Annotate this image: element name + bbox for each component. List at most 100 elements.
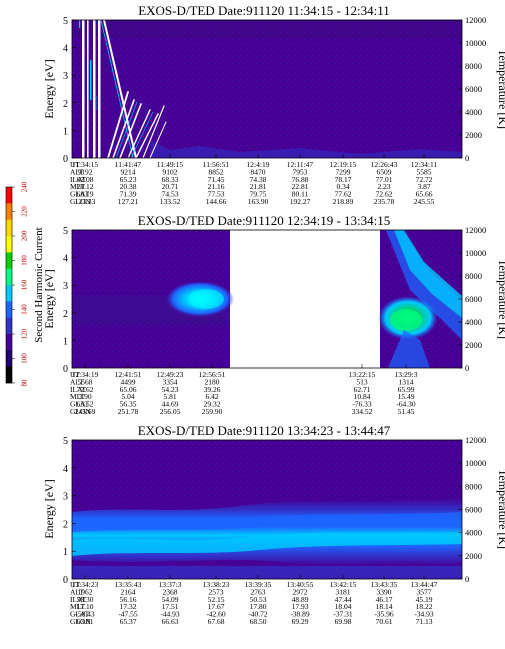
colorbar-tick-label: 200 [21,230,29,241]
orbit-cell-glat: -76.33 [352,400,372,409]
orbit-cell-ilat: 62.71 [354,385,371,394]
panel-1-temperature-axis: 0 2000 4000 6000 8000 10000 12000 [458,15,486,163]
orbit-row-label: GLAT [70,190,90,199]
colorbar: 240 220 200 180 160 140 120 100 80 Second Harmon… [5,181,45,387]
orbit-cell-glat: -64.30 [396,400,416,409]
temperature-tick-label: 4000 [465,317,482,327]
temperature-tick-label: 0 [465,574,469,584]
orbit-cell-ut: 13:44:47 [411,580,438,589]
colorbar-tick-label: 120 [21,328,29,339]
orbit-cell-ut: 13:39:35 [245,580,272,589]
orbit-cell-alt: 6509 [377,167,392,176]
orbit-cell-alt: 7953 [293,167,308,176]
orbit-cell-alt: 2164 [121,587,136,596]
orbit-cell-glat: 74.53 [162,190,179,199]
orbit-cell-glat: -44.93 [160,610,180,619]
orbit-cell-alt: 3181 [336,587,351,596]
orbit-cell-ilat: 56.16 [120,595,137,604]
orbit-row-label: GLON [70,197,91,206]
energy-tick-label: 0 [63,154,68,165]
orbit-cell-glon: 68.50 [250,617,267,626]
orbit-cell-ilat: 54.09 [162,595,179,604]
temperature-tick-label: 8000 [465,61,482,71]
orbit-cell-glat: 56.35 [120,400,137,409]
panel-2-title: EXOS-D/TED Date:911120 12:34:19 - 13:34:… [138,213,391,228]
temperature-tick-label: 4000 [465,528,482,538]
orbit-cell-ilat: 71.45 [208,175,225,184]
orbit-cell-glat: 29.32 [204,400,221,409]
orbit-cell-mlt: 17.32 [120,602,137,611]
orbit-cell-ut: 11:41:47 [115,160,142,169]
orbit-row-label: UT [70,580,80,589]
orbit-cell-ut: 13:42:15 [330,580,357,589]
colorbar-swatch [6,350,12,367]
orbit-cell-ilat: 47.44 [335,595,352,604]
orbit-row-label: GLAT [70,400,90,409]
energy-tick-label: 1 [63,126,68,137]
orbit-cell-mlt: 22.81 [292,182,309,191]
orbit-cell-mlt: 20.12 [77,182,94,191]
panel-3-energy-axis: 0 1 2 3 4 5 [63,436,76,586]
orbit-cell-alt: 2573 [209,587,224,596]
orbit-cell-ilat: 68.33 [162,175,179,184]
orbit-cell-alt: 2763 [251,587,266,596]
orbit-cell-glon: 67.68 [208,617,225,626]
orbit-cell-glat: 80.11 [292,190,309,199]
orbit-row-label: ILAT [70,175,87,184]
orbit-cell-ilat: 76.88 [292,175,309,184]
orbit-cell-mlt: 20.71 [162,182,179,191]
orbit-cell-alt: 1962 [78,587,93,596]
orbit-row-label: GLON [70,617,91,626]
orbit-cell-ut: 13:40:55 [287,580,314,589]
colorbar-swatch [6,187,12,204]
panel-3-plot [71,439,463,580]
colorbar-swatch [6,236,12,253]
colorbar-swatches [6,187,12,384]
colorbar-tick-label: 100 [21,353,29,364]
orbit-row-label: ALT [70,587,84,596]
temperature-tick-label: 6000 [465,84,482,94]
orbit-cell-ut: 13:37:3 [159,580,182,589]
colorbar-label: Second Harmonic Current [33,227,45,342]
orbit-cell-mlt: 5.04 [121,392,134,401]
orbit-cell-ut: 12:11:47 [287,160,314,169]
orbit-cell-ilat: 77.01 [376,175,393,184]
orbit-cell-alt: 5568 [78,377,93,386]
orbit-cell-glat: -35.96 [374,610,394,619]
panel-3-title: EXOS-D/TED Date:911120 13:34:23 - 13:44:… [138,423,391,438]
orbit-cell-alt: 4499 [121,377,136,386]
energy-tick-label: 0 [63,364,68,375]
orbit-cell-ut: 12:26:43 [371,160,398,169]
colorbar-tick-label: 180 [21,255,29,266]
orbit-cell-ut: 12:41:51 [115,370,142,379]
orbit-cell-glon: 192.27 [290,197,311,206]
orbit-cell-glon: 70.61 [376,617,393,626]
energy-tick-label: 0 [63,575,68,586]
orbit-cell-mlt: 10.84 [354,392,371,401]
orbit-cell-alt: 7299 [336,167,351,176]
orbit-cell-glat: -37.31 [333,610,353,619]
temperature-tick-label: 12000 [465,15,486,25]
panel-1-title: EXOS-D/TED Date:911120 11:34:15 - 12:34:… [138,3,390,18]
orbit-cell-ilat: 65.99 [398,385,415,394]
orbit-cell-mlt: 17.10 [77,602,94,611]
orbit-cell-alt: 8852 [209,167,224,176]
orbit-cell-glat: -42.60 [206,610,226,619]
orbit-cell-mlt: 21.16 [208,182,225,191]
orbit-cell-glat: 79.75 [250,190,267,199]
orbit-cell-mlt: 21.81 [250,182,267,191]
energy-tick-label: 3 [63,492,68,503]
orbit-cell-ut: 12:49:23 [157,370,184,379]
panel-3-temperature-axis: 0 2000 4000 6000 8000 10000 12000 [458,435,486,584]
temperature-tick-label: 8000 [465,481,482,491]
orbit-cell-mlt: 18.22 [416,602,433,611]
panel-3-orbit-table: UTALTILATMLTGLATGLON13:34:23196258.3017.… [70,575,438,626]
orbit-cell-alt: 3577 [417,587,432,596]
panel-2-ylabel: Energy [eV] [42,269,56,328]
orbit-cell-alt: 9214 [121,167,136,176]
orbit-cell-alt: 5585 [417,167,432,176]
orbit-row-label: MLT [70,392,86,401]
energy-tick-label: 3 [63,71,68,82]
colorbar-swatch [6,301,12,318]
energy-tick-label: 2 [63,309,68,320]
